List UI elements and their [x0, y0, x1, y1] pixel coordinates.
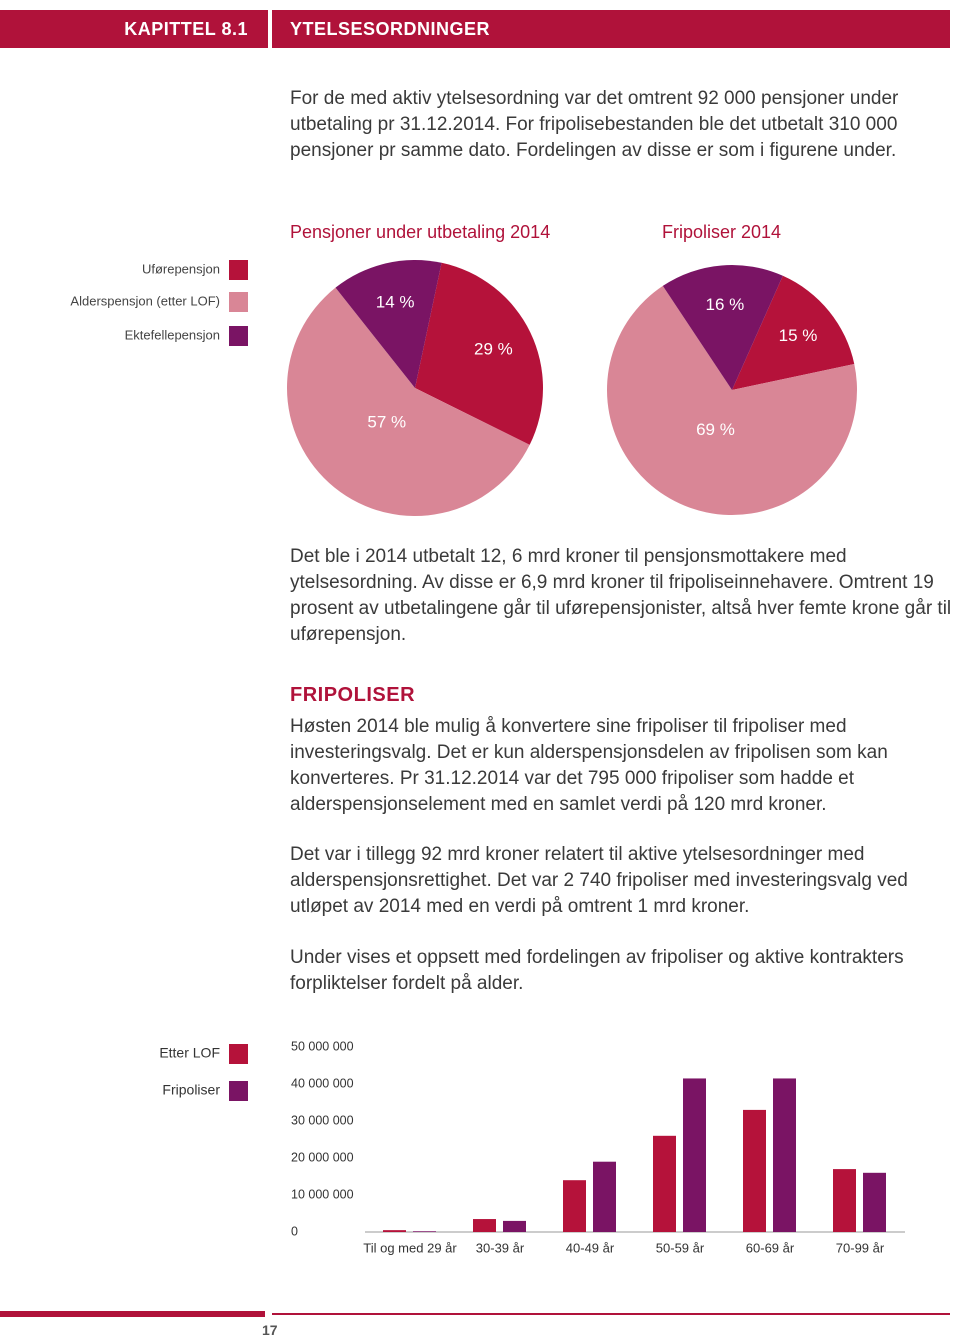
bar	[503, 1220, 526, 1232]
bar	[383, 1230, 406, 1232]
legend-label: Fripoliser	[162, 1082, 220, 1098]
paragraph: Høsten 2014 ble mulig å konvertere sine …	[290, 716, 888, 815]
header-title: YTELSESORDNINGER	[290, 19, 491, 39]
slice-label: 15 %	[779, 326, 818, 345]
chapter: KAPITTEL 8.1	[124, 19, 248, 39]
bar	[833, 1169, 856, 1232]
y-tick-label: 40 000 000	[291, 1076, 354, 1090]
legend-swatch	[229, 1044, 248, 1064]
bar	[743, 1109, 766, 1232]
bar	[563, 1180, 586, 1232]
paragraph: For de med aktiv ytelsesordning var det …	[290, 88, 899, 161]
header-bar: YTELSESORDNINGER	[272, 10, 950, 48]
bar	[593, 1161, 616, 1232]
slice-label: 57 %	[367, 412, 406, 431]
legend-label: Uførepensjon	[142, 261, 220, 276]
pie-title: Fripoliser 2014	[662, 222, 781, 242]
x-tick-label: Til og med 29 år	[363, 1240, 457, 1255]
pie-slice	[287, 287, 530, 516]
paragraph: Det ble i 2014 utbetalt 12, 6 mrd kroner…	[290, 546, 952, 645]
y-tick-label: 30 000 000	[291, 1113, 354, 1127]
legend-label: Etter LOF	[159, 1045, 220, 1061]
pie-slice	[607, 285, 857, 515]
bar	[773, 1078, 796, 1232]
x-tick-label: 30-39 år	[476, 1240, 525, 1255]
pie-slice	[335, 260, 442, 388]
y-tick-label: 20 000 000	[291, 1150, 354, 1164]
pie-slice	[732, 275, 855, 390]
x-tick-label: 60-69 år	[746, 1240, 795, 1255]
legend-swatch	[229, 326, 248, 346]
slice-label: 14 %	[376, 293, 415, 312]
slice-label: 16 %	[706, 295, 745, 314]
page-number: 17	[262, 1322, 278, 1338]
legend-swatch	[229, 1081, 248, 1101]
footer-line	[272, 1313, 950, 1315]
legend-label: Ektefellepensjon	[125, 327, 220, 342]
section-heading: FRIPOLISER	[290, 684, 416, 706]
legend-label: Alderspensjon (etter LOF)	[70, 293, 220, 308]
slice-label: 29 %	[474, 340, 513, 359]
slice-label: 69 %	[696, 420, 735, 439]
paragraph: Under vises et oppsett med fordelingen a…	[290, 947, 904, 994]
legend-swatch	[229, 292, 248, 312]
bar	[653, 1135, 676, 1232]
x-tick-label: 50-59 år	[656, 1240, 705, 1255]
y-tick-label: 50 000 000	[291, 1039, 354, 1053]
pie-slice	[662, 264, 783, 390]
paragraph: Det var i tillegg 92 mrd kroner relatert…	[290, 844, 908, 917]
legend-swatch	[229, 260, 248, 280]
pie-title: Pensjoner under utbetaling 2014	[290, 222, 550, 242]
pie-slice	[415, 262, 543, 445]
bar	[683, 1078, 706, 1232]
bar	[413, 1231, 436, 1232]
footer-bar	[0, 1311, 265, 1317]
x-tick-label: 40-49 år	[566, 1240, 615, 1255]
x-tick-label: 70-99 år	[836, 1240, 885, 1255]
bar	[863, 1172, 886, 1232]
y-tick-label: 0	[291, 1224, 298, 1238]
y-tick-label: 10 000 000	[291, 1187, 354, 1201]
bar	[473, 1219, 496, 1232]
chapter-tab: KAPITTEL 8.1	[0, 10, 268, 48]
